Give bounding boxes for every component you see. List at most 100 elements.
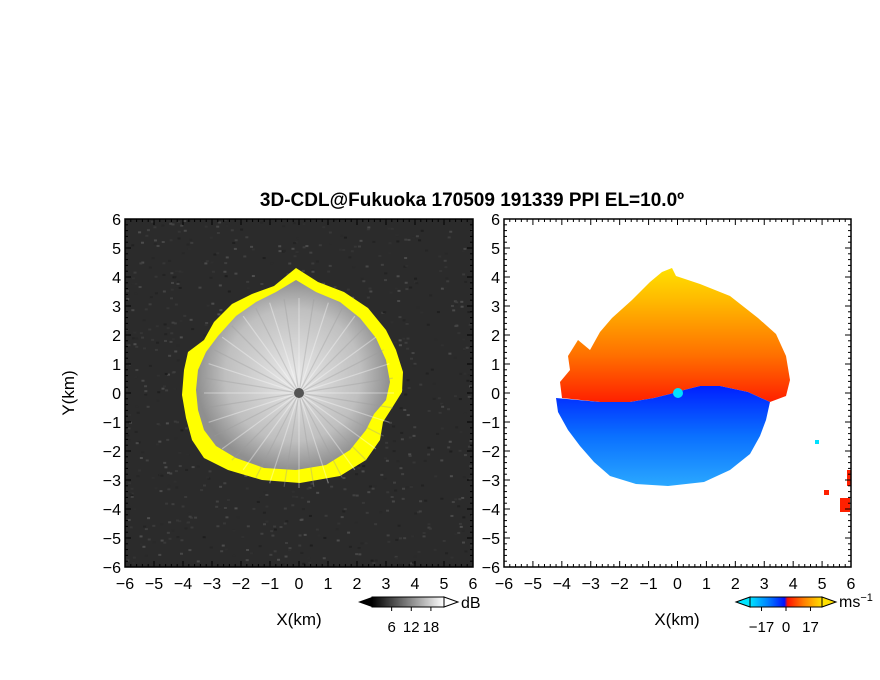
noise-speck: [444, 252, 448, 255]
noise-speck: [219, 309, 223, 312]
noise-speck: [218, 284, 222, 287]
noise-speck: [402, 319, 406, 322]
noise-speck: [397, 289, 401, 292]
noise-speck: [392, 440, 396, 443]
noise-speck: [301, 269, 305, 272]
x-axis-label-right: X(km): [654, 610, 699, 629]
noise-speck: [394, 555, 398, 558]
noise-speck: [437, 397, 441, 400]
noise-speck: [337, 522, 341, 525]
noise-speck: [432, 382, 436, 385]
noise-speck: [399, 465, 403, 468]
noise-speck: [322, 282, 326, 285]
noise-speck: [196, 560, 200, 563]
noise-speck: [441, 405, 445, 408]
noise-speck: [457, 531, 461, 534]
velocity-echo: [556, 268, 851, 512]
noise-speck: [288, 547, 292, 550]
colorbar-velocity-over-arrow: [821, 596, 838, 608]
noise-speck: [240, 228, 244, 231]
noise-speck: [367, 226, 371, 229]
noise-speck: [374, 559, 378, 562]
noise-speck: [293, 255, 297, 258]
y-tick-label: −5: [482, 531, 500, 548]
noise-speck: [181, 252, 185, 255]
noise-speck: [408, 436, 412, 439]
noise-speck: [360, 542, 364, 545]
noise-speck: [365, 511, 369, 514]
noise-speck: [156, 341, 160, 344]
noise-speck: [174, 303, 178, 306]
noise-speck: [392, 425, 396, 428]
noise-speck: [388, 242, 392, 245]
noise-speck: [428, 527, 432, 530]
noise-speck: [468, 222, 472, 225]
y-tick-label: −4: [482, 502, 500, 519]
noise-speck: [283, 522, 287, 525]
y-tick-label: −2: [103, 444, 121, 461]
noise-speck: [128, 493, 132, 496]
noise-speck: [388, 252, 392, 255]
noise-speck: [463, 412, 467, 415]
noise-speck: [362, 280, 366, 283]
noise-speck: [352, 266, 356, 269]
noise-speck: [198, 286, 202, 289]
noise-speck: [232, 554, 236, 557]
noise-speck: [251, 275, 255, 278]
noise-speck: [453, 300, 457, 303]
noise-speck: [211, 302, 215, 305]
noise-speck: [305, 245, 309, 248]
noise-speck: [216, 231, 220, 234]
x-tick-label: 5: [818, 576, 827, 593]
noise-speck: [245, 559, 249, 562]
noise-speck: [178, 286, 182, 289]
noise-speck: [413, 281, 417, 284]
noise-speck: [170, 272, 174, 275]
chart-title: 3D-CDL@Fukuoka 170509 191339 PPI EL=10.0…: [260, 190, 684, 211]
noise-speck: [307, 500, 311, 503]
noise-speck: [399, 467, 403, 470]
noise-speck: [127, 518, 131, 521]
noise-speck: [216, 525, 220, 528]
noise-speck: [293, 242, 297, 245]
noise-speck: [386, 534, 390, 537]
noise-speck: [412, 434, 416, 437]
noise-speck: [234, 507, 238, 510]
noise-speck: [265, 493, 269, 496]
noise-speck: [160, 523, 164, 526]
noise-speck: [412, 561, 416, 564]
noise-speck: [125, 546, 129, 549]
noise-speck: [407, 387, 411, 390]
noise-speck: [209, 546, 213, 549]
noise-speck: [335, 528, 339, 531]
noise-speck: [395, 234, 399, 237]
noise-speck: [126, 559, 130, 562]
noise-speck: [463, 454, 467, 457]
noise-speck: [273, 550, 277, 553]
noise-speck: [416, 511, 420, 514]
noise-speck: [466, 379, 470, 382]
noise-speck: [439, 270, 443, 273]
noise-speck: [134, 282, 138, 285]
noise-speck: [317, 534, 321, 537]
noise-speck: [178, 270, 182, 273]
noise-speck: [360, 277, 364, 280]
noise-speck: [401, 473, 405, 476]
noise-speck: [190, 444, 194, 447]
colorbar-tick-label: −17: [749, 619, 774, 636]
echo-streak: [298, 325, 367, 394]
noise-speck: [462, 476, 466, 479]
noise-speck: [152, 541, 156, 544]
colorbar-db-unit: dB: [461, 595, 481, 612]
noise-speck: [273, 528, 277, 531]
noise-speck: [180, 429, 184, 432]
noise-speck: [436, 311, 440, 314]
noise-speck: [178, 451, 182, 454]
noise-speck: [203, 334, 207, 337]
noise-speck: [163, 541, 167, 544]
outlier-patch-red-1: [840, 498, 850, 512]
noise-speck: [204, 323, 208, 326]
noise-speck: [144, 390, 148, 393]
noise-speck: [470, 544, 473, 547]
noise-speck: [218, 221, 222, 224]
